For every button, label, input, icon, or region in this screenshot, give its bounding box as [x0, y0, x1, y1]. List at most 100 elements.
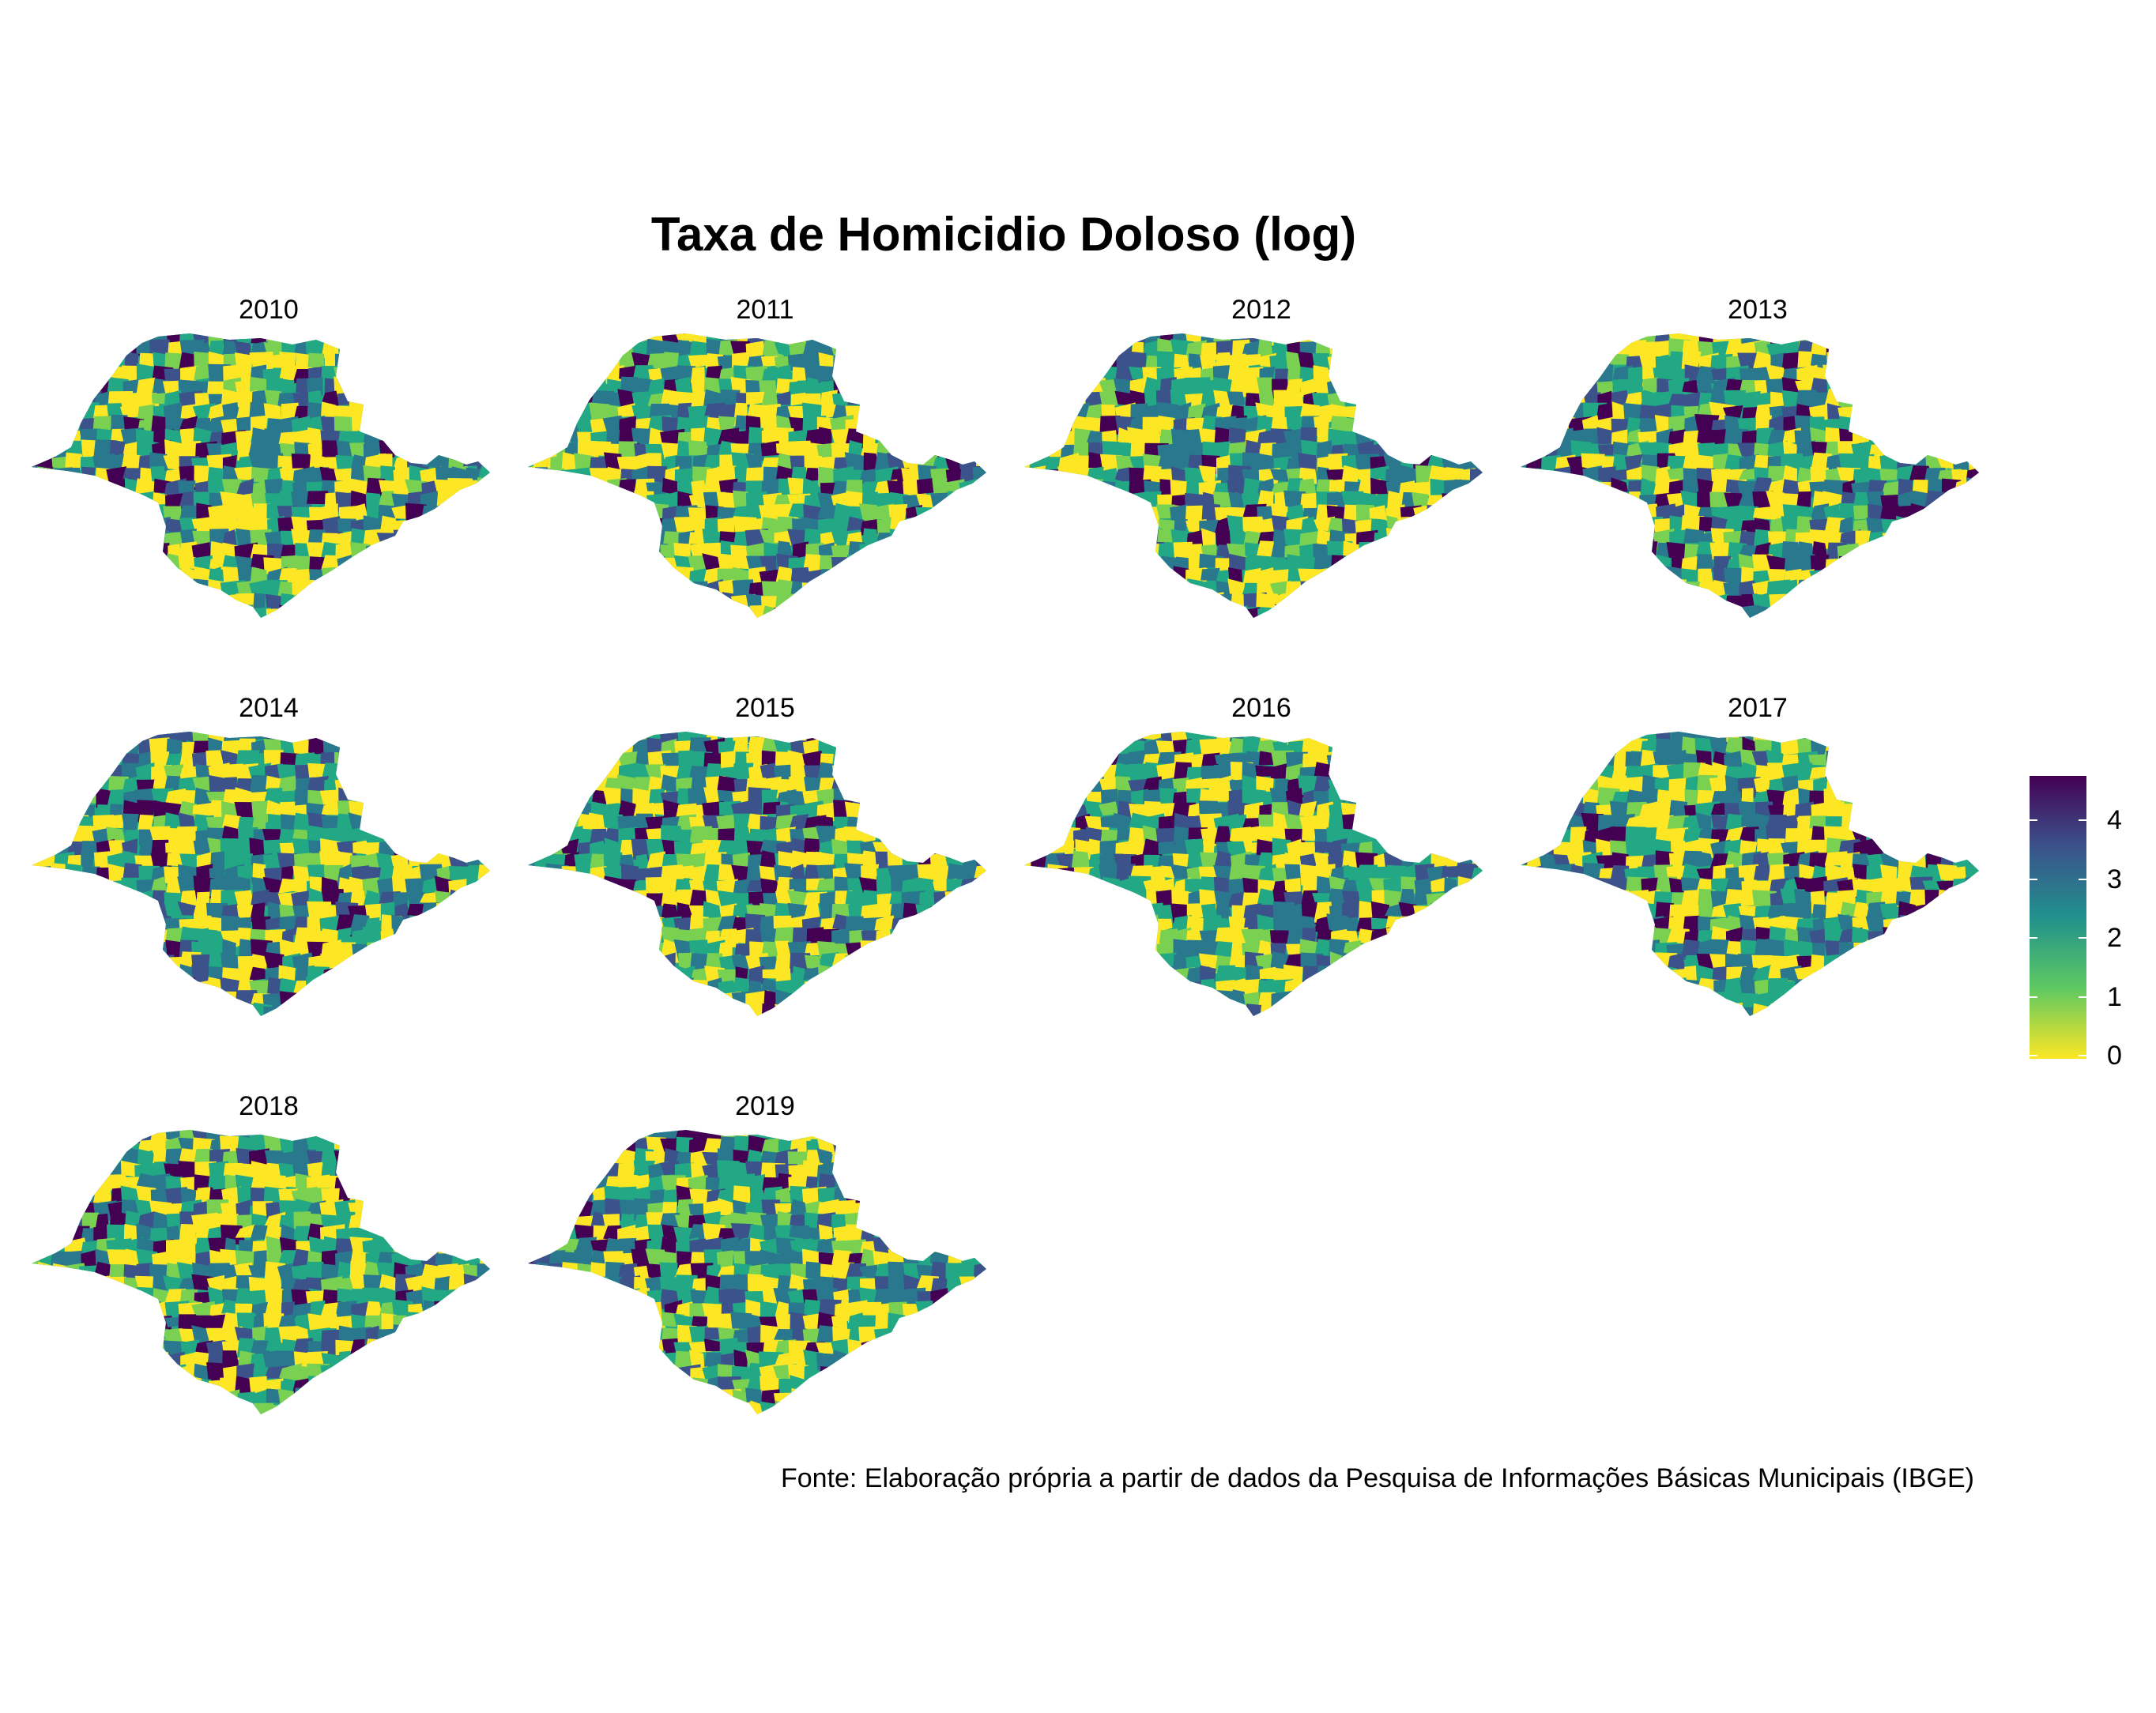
municipality	[974, 427, 986, 446]
municipality	[1525, 480, 1549, 498]
municipality	[632, 890, 654, 910]
municipality	[876, 593, 895, 608]
municipality	[195, 764, 213, 781]
municipality	[1099, 390, 1118, 408]
municipality	[1967, 606, 1979, 618]
municipality	[887, 367, 912, 386]
municipality	[306, 977, 329, 994]
municipality	[617, 751, 638, 767]
municipality	[123, 890, 139, 909]
municipality	[1524, 402, 1544, 424]
facet-label: 2015	[735, 693, 795, 723]
municipality	[1766, 617, 1787, 618]
municipality	[973, 404, 986, 419]
municipality	[136, 363, 158, 382]
municipality	[65, 478, 84, 500]
municipality	[433, 736, 451, 754]
municipality	[845, 965, 871, 985]
municipality	[149, 579, 174, 598]
municipality	[859, 555, 883, 571]
municipality	[107, 503, 133, 521]
municipality	[1061, 366, 1075, 382]
municipality	[1837, 608, 1860, 618]
municipality	[1042, 479, 1063, 500]
municipality	[704, 827, 721, 844]
municipality	[420, 558, 443, 570]
municipality	[1142, 416, 1160, 432]
municipality	[1170, 455, 1191, 469]
municipality	[1356, 567, 1381, 588]
municipality	[933, 964, 949, 986]
municipality	[528, 515, 535, 538]
municipality	[859, 1018, 883, 1032]
municipality	[66, 491, 84, 511]
municipality	[32, 878, 44, 897]
municipality	[575, 864, 594, 885]
municipality	[352, 749, 373, 770]
municipality	[858, 503, 880, 523]
municipality	[534, 977, 556, 1002]
municipality	[1115, 507, 1136, 525]
municipality	[192, 992, 214, 1007]
municipality	[1129, 456, 1144, 468]
municipality	[746, 840, 764, 857]
municipality	[1810, 591, 1834, 612]
municipality	[1428, 428, 1447, 447]
municipality	[1057, 592, 1076, 608]
municipality	[1343, 739, 1361, 758]
municipality	[534, 868, 556, 882]
municipality	[890, 608, 912, 618]
municipality	[917, 404, 939, 420]
municipality	[391, 1020, 410, 1034]
municipality	[1670, 604, 1690, 618]
municipality	[405, 403, 431, 425]
municipality	[1865, 554, 1886, 575]
municipality	[52, 928, 71, 943]
municipality	[1667, 366, 1683, 382]
municipality	[617, 555, 643, 576]
municipality	[1057, 529, 1075, 545]
municipality	[447, 377, 471, 399]
municipality	[1385, 740, 1408, 760]
municipality	[1427, 592, 1446, 609]
municipality	[236, 493, 254, 509]
municipality	[320, 390, 339, 406]
municipality	[477, 942, 490, 958]
municipality	[422, 776, 440, 796]
municipality	[1298, 478, 1317, 494]
municipality	[875, 775, 898, 795]
municipality	[1952, 378, 1969, 399]
municipality	[463, 517, 480, 538]
municipality	[1781, 595, 1807, 614]
municipality	[363, 967, 384, 986]
municipality	[959, 333, 983, 346]
municipality	[889, 529, 910, 553]
municipality	[974, 516, 986, 536]
municipality	[917, 942, 936, 961]
municipality	[449, 814, 473, 831]
municipality	[1159, 606, 1174, 618]
municipality	[277, 617, 300, 618]
municipality	[902, 992, 926, 1011]
municipality	[860, 581, 880, 603]
municipality	[1555, 378, 1575, 397]
municipality	[946, 404, 966, 421]
municipality	[1654, 518, 1673, 533]
municipality	[36, 339, 59, 354]
municipality	[1596, 529, 1620, 546]
municipality	[645, 964, 670, 988]
municipality	[348, 992, 374, 1009]
municipality	[1626, 491, 1642, 516]
municipality	[959, 393, 978, 410]
municipality	[974, 616, 986, 618]
municipality	[36, 765, 55, 782]
municipality	[32, 554, 41, 577]
municipality	[1485, 605, 1509, 624]
municipality	[904, 1007, 925, 1016]
municipality	[81, 926, 102, 946]
municipality	[339, 1018, 356, 1037]
municipality	[847, 392, 867, 405]
municipality	[1681, 351, 1702, 369]
municipality	[634, 516, 650, 533]
municipality	[35, 732, 54, 741]
